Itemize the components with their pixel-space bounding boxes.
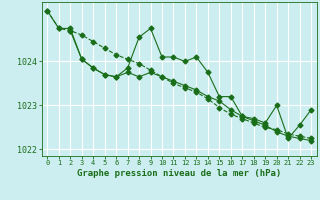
X-axis label: Graphe pression niveau de la mer (hPa): Graphe pression niveau de la mer (hPa) bbox=[77, 169, 281, 178]
